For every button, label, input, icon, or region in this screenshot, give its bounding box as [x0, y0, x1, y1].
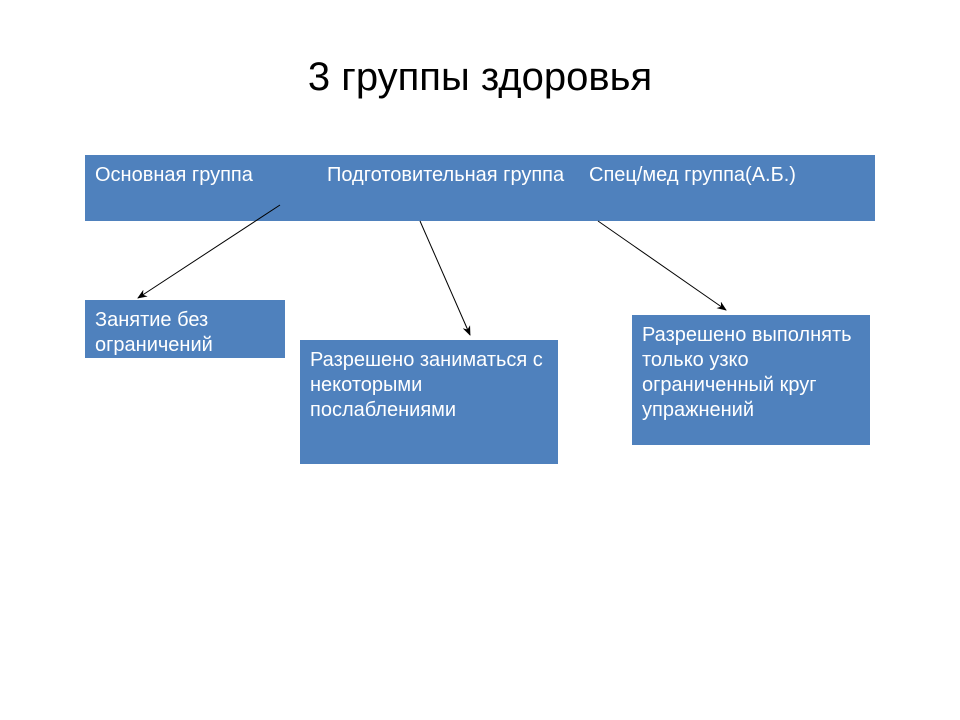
header-cell-main: Основная группа: [85, 155, 317, 221]
box-spec-desc: Разрешено выполнять только узко ограниче…: [632, 315, 870, 445]
box-prep-desc: Разрешено заниматься с некоторыми послаб…: [300, 340, 558, 464]
box-main-desc: Занятие без ограничений: [85, 300, 285, 358]
header-bar: Основная группа Подготовительная группа …: [85, 155, 875, 221]
page-title: 3 группы здоровья: [0, 55, 960, 100]
header-cell-prep: Подготовительная группа: [317, 155, 579, 221]
header-cell-spec: Спец/мед группа(А.Б.): [579, 155, 875, 221]
